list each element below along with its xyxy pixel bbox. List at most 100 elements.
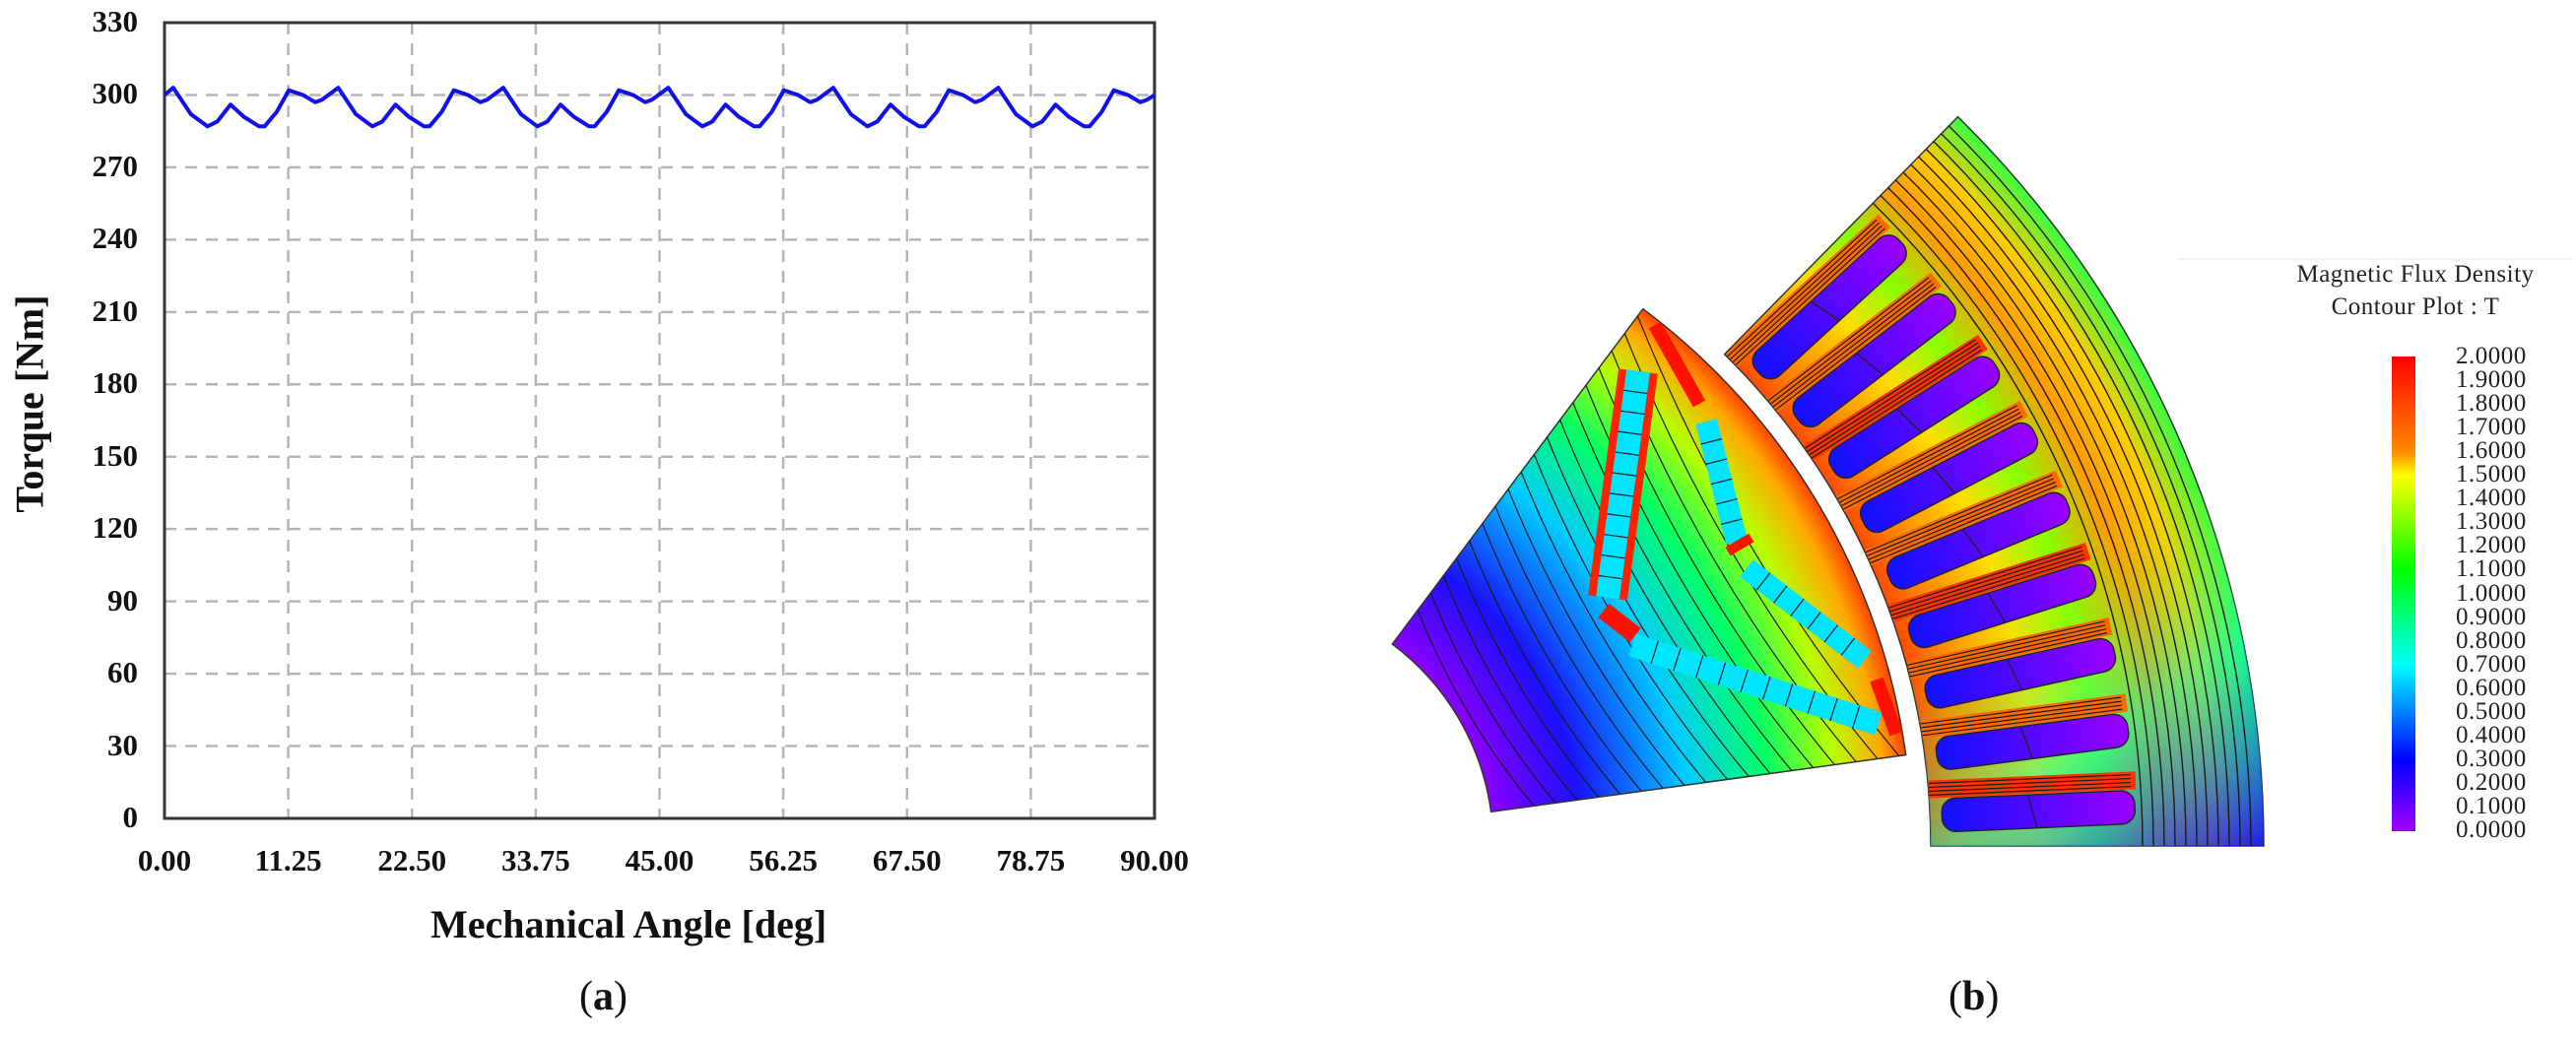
flux-line bbox=[1882, 181, 2165, 847]
panel-a-caption: (a) bbox=[579, 973, 627, 1020]
magnet-segment-line bbox=[1598, 574, 1622, 580]
colorbar-tick-label: 1.9000 bbox=[2456, 366, 2527, 394]
flux-line bbox=[1874, 189, 2154, 847]
y-tick-label: 60 bbox=[107, 655, 138, 690]
magnet-segment-line bbox=[1807, 690, 1816, 714]
y-tick-label: 270 bbox=[92, 148, 139, 183]
legend-title-line1: Magnetic Flux Density bbox=[2296, 261, 2535, 288]
magnet-segment-line bbox=[1823, 624, 1838, 643]
magnet-segment-line bbox=[1650, 640, 1659, 664]
y-tick-label: 120 bbox=[92, 510, 139, 546]
y-tick-label: 240 bbox=[92, 221, 139, 256]
coil-divider bbox=[1932, 467, 1956, 494]
caption-letter-a: a bbox=[593, 974, 614, 1019]
x-axis-title: Mechanical Angle [deg] bbox=[430, 902, 827, 946]
colorbar-tick-label: 1.4000 bbox=[2456, 485, 2527, 512]
colorbar-tick-label: 0.2000 bbox=[2456, 768, 2527, 796]
tooth-flux-line bbox=[1775, 286, 1937, 411]
flux-line bbox=[1557, 417, 1771, 774]
magnet-segment-line bbox=[1612, 472, 1636, 477]
coil-divider bbox=[1855, 352, 1883, 376]
magnet-segment-line bbox=[1705, 458, 1728, 465]
colorbar-tick-label: 1.7000 bbox=[2456, 414, 2527, 441]
flux-line bbox=[1545, 433, 1750, 777]
tooth-flux-line bbox=[1928, 773, 2131, 785]
magnet-segment-line bbox=[1773, 585, 1788, 604]
y-tick-label: 90 bbox=[107, 582, 138, 617]
tooth-flux-line bbox=[1888, 546, 2082, 609]
rib-bottom bbox=[1870, 677, 1903, 737]
caption-letter-b: b bbox=[1962, 974, 1986, 1019]
x-tick-label: 11.25 bbox=[254, 843, 322, 877]
tooth-band bbox=[1928, 771, 2137, 799]
tooth-flux-line bbox=[1770, 280, 1932, 405]
tooth-flux-line bbox=[1841, 412, 2021, 507]
tooth-band bbox=[1725, 214, 1890, 367]
flux-line bbox=[1934, 127, 2241, 847]
torque-chart-panel: 0 30 60 90 120 150 180 210 240 270 300 330 0.00 11.2… bbox=[0, 0, 1222, 1038]
flux-line bbox=[1912, 150, 2209, 847]
flux-line bbox=[1519, 469, 1707, 783]
flux-line bbox=[1570, 399, 1793, 771]
tooth-band bbox=[1920, 693, 2128, 739]
x-tick-label: 67.50 bbox=[872, 843, 942, 877]
flux-line bbox=[1428, 590, 1556, 804]
tooth-band bbox=[1864, 470, 2063, 566]
colorbar-tick-label: 1.5000 bbox=[2456, 461, 2527, 488]
slot-winding bbox=[1792, 292, 1956, 428]
magnet-segment-line bbox=[1710, 478, 1733, 486]
tooth-flux-line bbox=[1837, 405, 2017, 500]
air-gap bbox=[1709, 356, 1917, 758]
x-tick-label: 78.75 bbox=[996, 843, 1066, 877]
x-tick-label: 56.25 bbox=[749, 843, 818, 877]
magnet-right-inner bbox=[1740, 559, 1872, 669]
magnet-segment-line bbox=[1807, 612, 1821, 630]
y-tick-label: 210 bbox=[92, 292, 139, 328]
coil-divider bbox=[1987, 592, 2007, 623]
tooth-band bbox=[1906, 616, 2113, 680]
tooth-flux-line bbox=[1811, 349, 1983, 459]
stator-slot bbox=[1906, 616, 2117, 709]
tooth-flux-line bbox=[1727, 219, 1878, 357]
tooth-flux-line bbox=[1929, 785, 2132, 797]
plot-area-frame bbox=[163, 21, 1156, 820]
flux-line bbox=[1493, 503, 1664, 789]
stator-slot bbox=[1836, 400, 2039, 534]
magnet-left-outer bbox=[1596, 369, 1650, 600]
stator-section bbox=[1723, 115, 2265, 847]
magnet-segment-line bbox=[1615, 451, 1639, 456]
stator-slots bbox=[1725, 214, 2137, 833]
flux-line bbox=[1942, 119, 2252, 847]
stator-slot bbox=[1887, 543, 2097, 649]
flux-line bbox=[1867, 197, 2144, 847]
tooth-flux-line bbox=[1735, 227, 1885, 366]
slot-winding bbox=[1941, 790, 2136, 833]
slot-winding bbox=[1827, 356, 2001, 480]
colorbar-tick-label: 0.8000 bbox=[2456, 626, 2527, 654]
magnet-segment-line bbox=[1852, 705, 1861, 729]
tooth-flux-line bbox=[1907, 620, 2105, 666]
colorbar-tick-label: 1.8000 bbox=[2456, 390, 2527, 418]
y-tick-label: 30 bbox=[107, 727, 138, 762]
legend-title-line2: Contour Plot : T bbox=[2331, 293, 2500, 320]
tooth-flux-line bbox=[1922, 708, 2123, 737]
magnet-segment-line bbox=[1620, 410, 1645, 416]
torque-series-line bbox=[163, 86, 1156, 129]
stator-slot bbox=[1725, 214, 1907, 380]
x-tick-label: 45.00 bbox=[625, 843, 694, 877]
tooth-flux-line bbox=[1839, 408, 2019, 503]
colorbar-tick-label: 1.3000 bbox=[2456, 508, 2527, 536]
x-tick-label: 90.00 bbox=[1120, 843, 1189, 877]
slot-winding bbox=[1751, 234, 1907, 380]
x-tick-label: 22.50 bbox=[377, 843, 447, 877]
flux-line bbox=[1635, 311, 1900, 756]
rib-top bbox=[1648, 321, 1706, 408]
slot-winding bbox=[1935, 713, 2130, 770]
rotor-magnets bbox=[1588, 321, 1903, 737]
stator-slot bbox=[1864, 470, 2071, 590]
tooth-flux-line bbox=[1807, 342, 1979, 452]
stator-flux-lines bbox=[1867, 119, 2252, 847]
colorbar-tick-label: 1.2000 bbox=[2456, 532, 2527, 559]
magnet-segment-line bbox=[1784, 683, 1794, 707]
